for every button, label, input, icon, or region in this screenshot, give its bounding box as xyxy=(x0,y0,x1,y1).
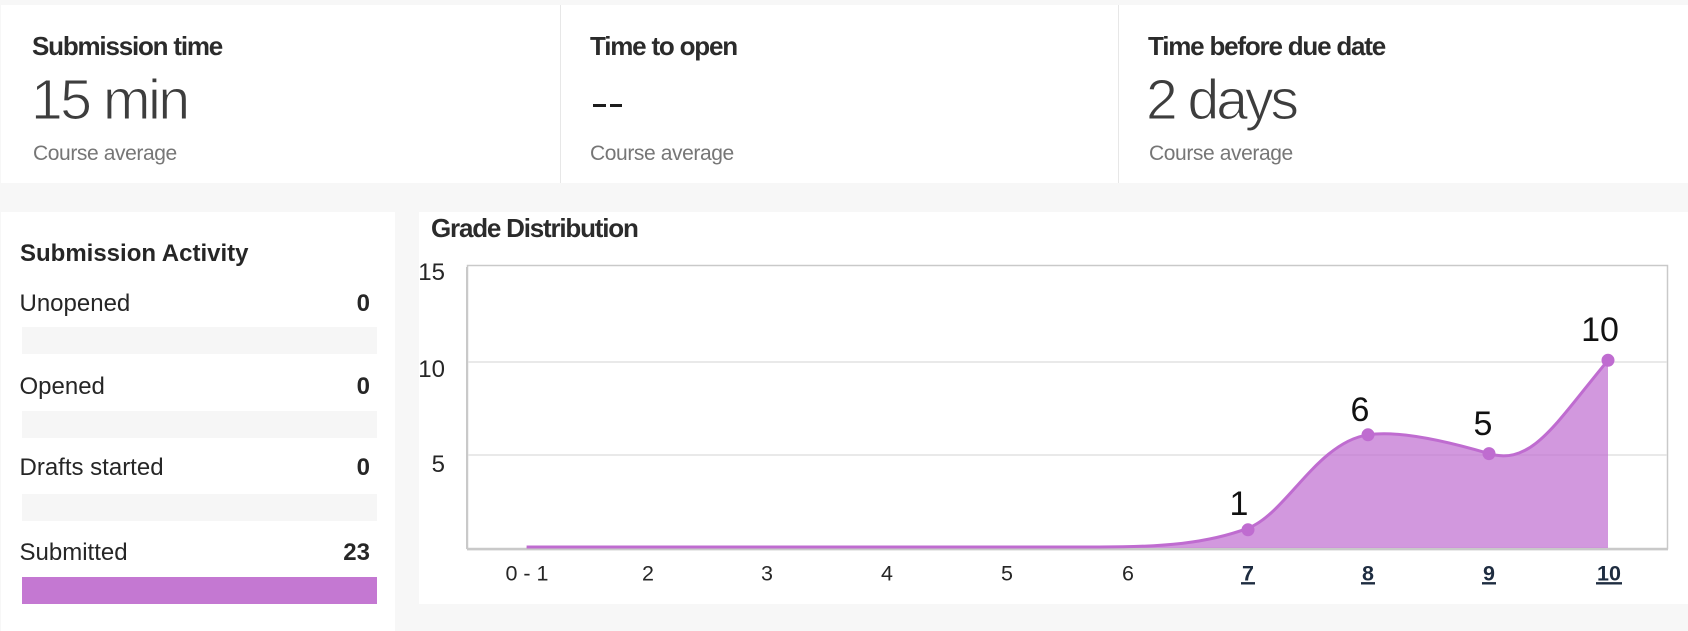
svg-text:15: 15 xyxy=(419,259,445,286)
svg-text:5: 5 xyxy=(1001,562,1013,586)
svg-text:3: 3 xyxy=(761,562,773,586)
svg-text:6: 6 xyxy=(1122,562,1134,586)
svg-text:10: 10 xyxy=(1597,562,1621,586)
svg-text:5: 5 xyxy=(1474,405,1493,443)
svg-text:5: 5 xyxy=(432,451,445,478)
svg-text:10: 10 xyxy=(419,356,445,383)
svg-text:2: 2 xyxy=(642,562,654,586)
svg-text:6: 6 xyxy=(1351,391,1370,429)
svg-text:Grade Distribution: Grade Distribution xyxy=(431,213,638,243)
svg-text:8: 8 xyxy=(1362,562,1374,586)
svg-text:4: 4 xyxy=(881,562,893,586)
svg-text:1: 1 xyxy=(1230,485,1249,523)
svg-text:10: 10 xyxy=(1581,311,1619,349)
svg-text:9: 9 xyxy=(1483,562,1495,586)
svg-text:0 - 1: 0 - 1 xyxy=(505,562,548,586)
svg-text:7: 7 xyxy=(1242,562,1254,586)
